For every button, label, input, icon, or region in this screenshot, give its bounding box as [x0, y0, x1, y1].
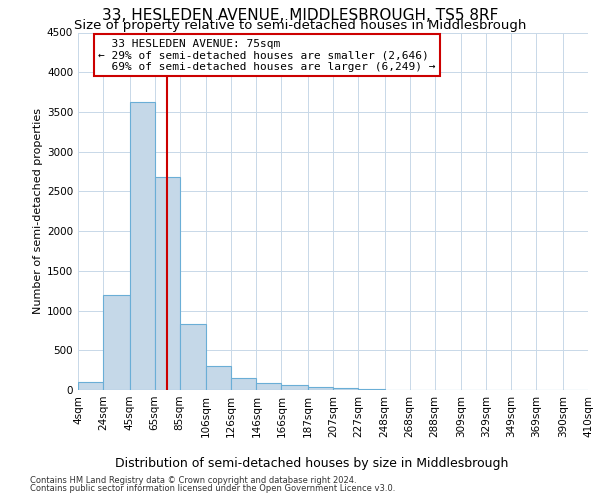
Bar	[78, 382, 103, 390]
Text: 33, HESLEDEN AVENUE, MIDDLESBROUGH, TS5 8RF: 33, HESLEDEN AVENUE, MIDDLESBROUGH, TS5 …	[102, 8, 498, 22]
Bar	[130, 102, 155, 390]
Bar	[103, 294, 130, 390]
Bar	[231, 378, 256, 390]
Bar	[155, 177, 180, 390]
Bar	[180, 324, 206, 390]
Bar	[256, 383, 281, 390]
Text: Contains public sector information licensed under the Open Government Licence v3: Contains public sector information licen…	[30, 484, 395, 493]
Bar	[206, 366, 231, 390]
Text: Size of property relative to semi-detached houses in Middlesbrough: Size of property relative to semi-detach…	[74, 19, 526, 32]
Text: Contains HM Land Registry data © Crown copyright and database right 2024.: Contains HM Land Registry data © Crown c…	[30, 476, 356, 485]
Bar	[358, 389, 385, 390]
Bar	[308, 387, 333, 390]
Text: 33 HESLEDEN AVENUE: 75sqm
← 29% of semi-detached houses are smaller (2,646)
  69: 33 HESLEDEN AVENUE: 75sqm ← 29% of semi-…	[98, 39, 436, 72]
Bar	[333, 388, 358, 390]
Bar	[281, 385, 308, 390]
Y-axis label: Number of semi-detached properties: Number of semi-detached properties	[33, 108, 43, 314]
Text: Distribution of semi-detached houses by size in Middlesbrough: Distribution of semi-detached houses by …	[115, 458, 509, 470]
